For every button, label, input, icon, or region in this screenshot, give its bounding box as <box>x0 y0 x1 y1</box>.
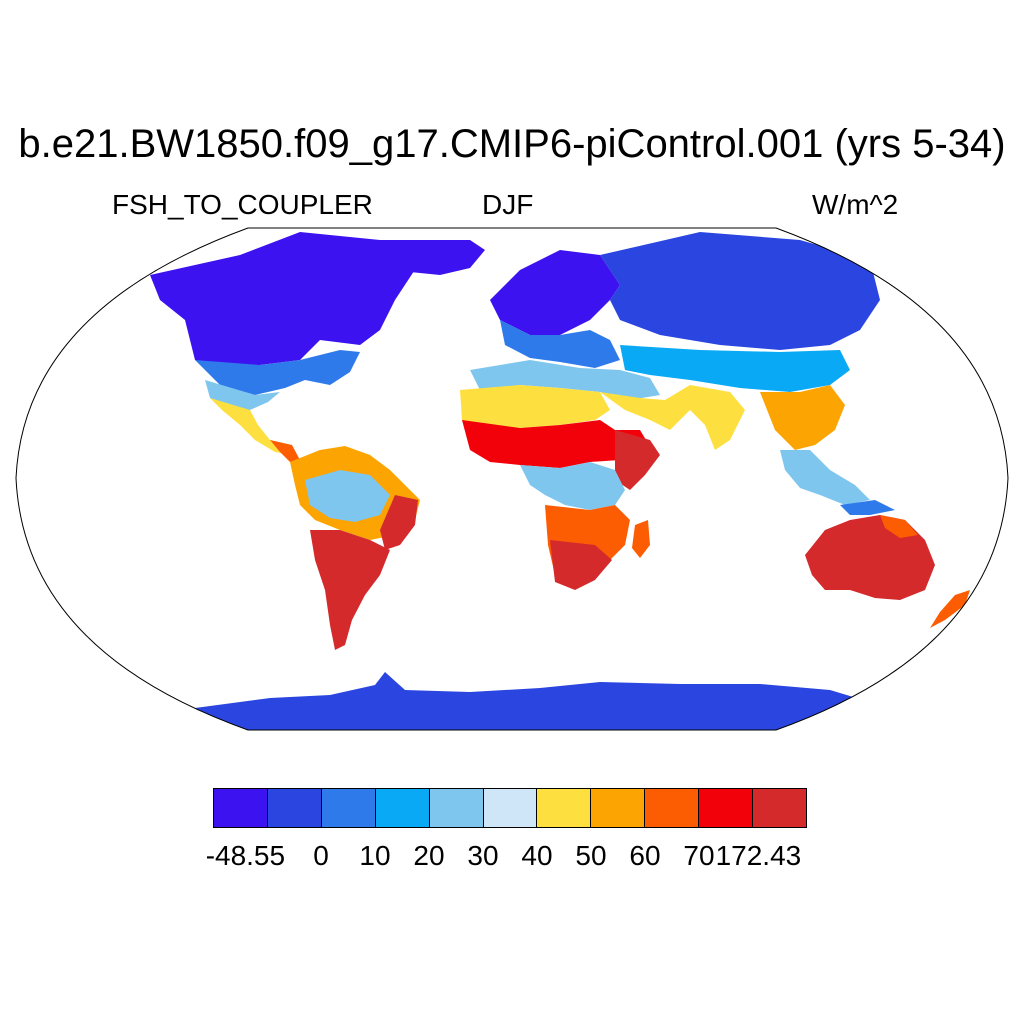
colorbar-box <box>537 789 592 827</box>
greenland <box>380 240 485 275</box>
australia-coast <box>880 515 918 538</box>
australia <box>805 515 935 600</box>
middle-east <box>600 385 745 450</box>
south-africa <box>550 540 612 590</box>
colorbar-box <box>699 789 754 827</box>
season-label: DJF <box>482 189 534 220</box>
europe-mid <box>500 320 620 368</box>
colorbar-tick-label: 50 <box>575 840 607 871</box>
sahara <box>460 385 610 430</box>
europe-north <box>490 250 620 335</box>
colorbar-box <box>214 789 268 827</box>
central-africa <box>520 462 625 510</box>
plot-title: b.e21.BW1850.f09_g17.CMIP6-piControl.001… <box>18 122 1006 166</box>
colorbar-tick-label: 40 <box>521 840 553 871</box>
colorbar-box <box>429 789 484 827</box>
colorbar-box <box>591 789 646 827</box>
colorbar-tick-label: 10 <box>359 840 391 871</box>
east-asia <box>760 385 845 450</box>
variable-label: FSH_TO_COUPLER <box>112 189 373 220</box>
southeast-asia <box>780 450 870 505</box>
north-america-cold <box>150 232 420 368</box>
new-zealand <box>930 590 970 628</box>
new-guinea <box>840 500 895 515</box>
asia-north <box>600 232 880 350</box>
brazil-east <box>380 495 418 550</box>
colorbar-box <box>645 789 700 827</box>
units-label: W/m^2 <box>812 189 899 220</box>
colorbar-box <box>483 789 538 827</box>
colorbar-box <box>321 789 376 827</box>
madagascar <box>632 520 650 558</box>
amazon <box>305 470 390 522</box>
asia-mid <box>620 345 850 392</box>
colorbar-box <box>267 789 322 827</box>
colorbar-tick-label: 30 <box>467 840 499 871</box>
colorbar-box <box>753 789 806 827</box>
colorbar-tick-label: 172.43 <box>715 840 802 871</box>
colorbar-tick-label: 20 <box>413 840 445 871</box>
colorbar-tick-label: -48.55 <box>205 840 286 871</box>
horn-of-africa <box>615 430 660 490</box>
colorbar-tick-label: 0 <box>313 840 329 871</box>
central-america <box>270 440 300 462</box>
north-america-mid <box>195 350 360 395</box>
map-outline <box>15 227 1009 731</box>
colorbar-box <box>375 789 430 827</box>
antarctica <box>180 672 880 730</box>
colorbar-tick-label: 60 <box>629 840 661 871</box>
south-america-south <box>310 530 390 650</box>
sahel <box>462 420 655 470</box>
colorbar <box>213 788 807 828</box>
colorbar-tick-label: 70 <box>683 840 715 871</box>
land-fields <box>150 232 970 730</box>
mediterranean <box>470 360 660 400</box>
